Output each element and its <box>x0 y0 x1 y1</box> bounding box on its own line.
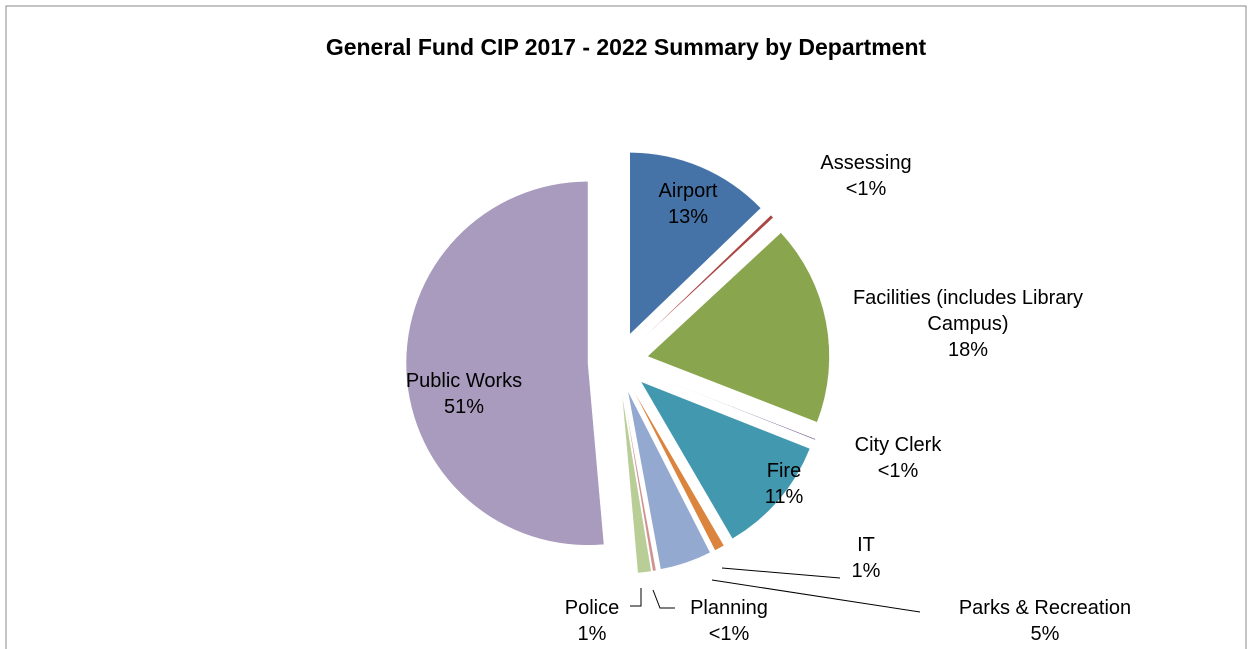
category-label: IT <box>857 534 875 556</box>
category-label: Airport <box>658 180 718 202</box>
value-label: 1% <box>851 560 881 582</box>
value-label: <1% <box>708 623 750 645</box>
slice-label: City Clerk <1% <box>828 432 968 484</box>
slice-label: Planning <1% <box>669 595 789 647</box>
leader-line <box>721 567 841 579</box>
pie-slice <box>621 391 652 574</box>
pie-slice <box>647 232 830 423</box>
category-label: Facilities (includes Library Campus) <box>852 287 1084 335</box>
pie-slice <box>627 390 711 570</box>
pie-slice <box>632 388 725 551</box>
leader-lines <box>630 567 921 613</box>
pie-slice <box>640 381 811 540</box>
slice-label: Facilities (includes Library Campus) 18% <box>838 285 1098 363</box>
category-label: Fire <box>766 460 802 482</box>
leader-line <box>630 588 642 607</box>
pie-slice <box>622 391 657 572</box>
chart-title: General Fund CIP 2017 - 2022 Summary by … <box>325 34 927 60</box>
pie-slice <box>645 372 816 441</box>
category-label: Public Works <box>405 370 523 392</box>
frame <box>5 5 1247 649</box>
value-label: 18% <box>947 339 989 361</box>
slice-label: Airport 13% <box>628 178 748 230</box>
category-label: Assessing <box>820 152 912 174</box>
value-label: 1% <box>577 623 607 645</box>
slice-label: Parks & Recreation 5% <box>915 595 1175 647</box>
slice-label: Fire 11% <box>734 458 834 510</box>
leader-line <box>652 589 675 609</box>
value-label: <1% <box>845 178 887 200</box>
value-label: 13% <box>667 206 709 228</box>
slice-label: Public Works 51% <box>384 368 544 420</box>
category-label: Parks & Recreation <box>958 597 1132 619</box>
pie-slice <box>405 181 605 546</box>
category-label: City Clerk <box>854 434 942 456</box>
leader-line <box>711 579 921 613</box>
value-label: <1% <box>877 460 919 482</box>
category-label: Planning <box>690 597 768 619</box>
value-label: 11% <box>764 486 804 508</box>
slice-label: IT 1% <box>826 532 906 584</box>
value-label: 5% <box>1030 623 1060 645</box>
value-label: 51% <box>443 396 485 418</box>
pie-slice <box>639 214 774 342</box>
slice-label: Assessing <1% <box>806 150 926 202</box>
slice-label: Police 1% <box>542 595 642 647</box>
pie-slice <box>629 152 762 335</box>
category-label: Police <box>564 597 620 619</box>
